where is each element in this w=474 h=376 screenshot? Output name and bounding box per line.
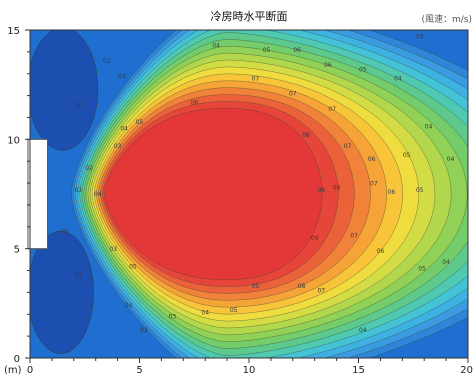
y-tick-label: 0 [14, 354, 20, 365]
contour-label: 04 [212, 42, 220, 49]
contour-label: 05 [359, 67, 367, 74]
contour-label: 03 [416, 34, 424, 41]
x-tick-label: 15 [352, 365, 365, 376]
contour-label: 04 [94, 191, 102, 198]
contour-label: 03 [169, 314, 177, 321]
contour-label: 02 [103, 58, 111, 65]
contour-label: 07 [350, 233, 358, 240]
x-tick-label: 0 [27, 365, 33, 376]
contour-label: 05 [252, 283, 260, 290]
contour-label: 07 [344, 143, 352, 150]
unit-note: (風速：m/s) [421, 14, 472, 25]
contour-label: 03 [118, 73, 126, 80]
contour-label: 03 [74, 187, 82, 194]
y-tick-label: 5 [14, 245, 20, 256]
contour-label: 02 [61, 228, 69, 235]
contour-label: 02 [140, 327, 148, 334]
contour-label: 02 [74, 102, 82, 109]
contour-label: 06 [324, 62, 332, 69]
contour-label: 04 [201, 309, 209, 316]
contour-label: 05 [230, 307, 238, 314]
y-tick-label: 10 [7, 135, 20, 146]
contour-label: 03 [109, 246, 117, 253]
contour-label: 04 [447, 156, 455, 163]
contour-label: 04 [425, 123, 433, 130]
contour-label: 03 [114, 143, 122, 150]
contour-label: 05 [136, 119, 144, 126]
x-unit-label: (m) [4, 365, 22, 376]
contour-label: 07 [328, 106, 336, 113]
contour-label: 07 [252, 75, 260, 82]
contour-label: 07 [317, 287, 325, 294]
chart-title: 冷房時水平断面 [211, 9, 288, 23]
contour-label: 09 [311, 235, 319, 242]
y-tick-label: 15 [7, 26, 20, 37]
contour-label: 05 [418, 266, 426, 273]
contour-label: 05 [263, 47, 271, 54]
contour-label: 04 [394, 75, 402, 82]
contour-label: 04 [359, 327, 367, 334]
contour-label: 08 [333, 185, 341, 192]
contour-label: 02 [85, 165, 93, 172]
contour-label: 06 [377, 248, 385, 255]
contour-label: 04 [125, 303, 133, 310]
contour-label: 08 [302, 132, 310, 139]
contour-label: 05 [129, 263, 137, 270]
contour-label: 07 [370, 180, 378, 187]
x-tick-label: 5 [136, 365, 142, 376]
supply-outlet [28, 139, 48, 248]
contour-label: 08 [298, 283, 306, 290]
contour-label: 05 [416, 187, 424, 194]
x-tick-label: 10 [243, 365, 256, 376]
contour-label: 06 [293, 47, 301, 54]
contour-label: 06 [388, 189, 396, 196]
contour-label: 07 [289, 91, 297, 98]
contour-label: 08 [317, 187, 325, 194]
contour-label: 05 [403, 152, 411, 159]
contour-label: 06 [368, 156, 376, 163]
contour-label: 02 [74, 272, 82, 279]
contour-label: 04 [442, 259, 450, 266]
contour-label: 08 [190, 99, 198, 106]
contour-label: 04 [120, 126, 128, 133]
recirculation-zone [28, 28, 98, 150]
x-tick-label: 20 [460, 365, 473, 376]
recirculation-zone [28, 231, 94, 353]
